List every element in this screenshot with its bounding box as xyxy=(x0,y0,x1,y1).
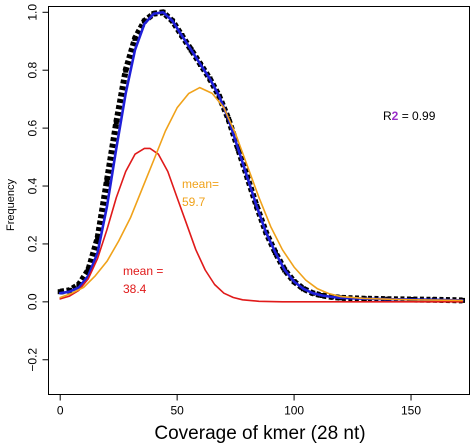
orange-component-line xyxy=(59,86,464,302)
y-tick-label: −0.2 xyxy=(26,348,40,372)
y-tick-label: 0.6 xyxy=(26,119,40,136)
observed-data-point xyxy=(57,289,63,295)
x-tick-label: 150 xyxy=(401,404,421,418)
x-tick-label: 100 xyxy=(284,404,304,418)
plot-frame xyxy=(48,6,470,395)
annotation-mean-orange-line2: 59.7 xyxy=(182,195,206,209)
y-tick-label: 0.2 xyxy=(26,235,40,252)
red-component-line xyxy=(59,147,464,303)
x-axis-label: Coverage of kmer (28 nt) xyxy=(154,423,365,444)
annotation-mean-red-line1: mean = xyxy=(123,264,163,278)
observed-data-point xyxy=(95,235,101,241)
observed-data-point xyxy=(113,119,119,125)
annotation-mean-red-line2: 38.4 xyxy=(123,282,147,296)
y-tick-label: 0.4 xyxy=(26,177,40,194)
y-axis-label: Frequency xyxy=(5,179,17,231)
y-tick-label: 1.0 xyxy=(26,4,40,21)
x-tick-label: 50 xyxy=(170,404,184,418)
observed-data-point xyxy=(76,282,82,287)
r-squared-label: R2 = 0.99 xyxy=(383,109,436,123)
r-squared-value: = 0.99 xyxy=(398,109,435,123)
y-tick-label: 0.0 xyxy=(26,293,40,310)
annotation-mean-orange-line1: mean= xyxy=(182,177,219,191)
observed-data-point xyxy=(132,35,138,41)
x-tick-label: 0 xyxy=(57,404,64,418)
observed-data-point xyxy=(123,67,129,73)
y-tick-label: 0.8 xyxy=(26,62,40,79)
observed-data-point xyxy=(104,177,110,183)
observed-data-point xyxy=(85,267,91,273)
observed-data-series xyxy=(59,9,463,304)
r-squared-superscript: 2 xyxy=(392,109,399,123)
r-squared-prefix: R xyxy=(383,109,392,123)
total-fit-line xyxy=(58,11,464,302)
observed-data-point xyxy=(141,18,147,24)
